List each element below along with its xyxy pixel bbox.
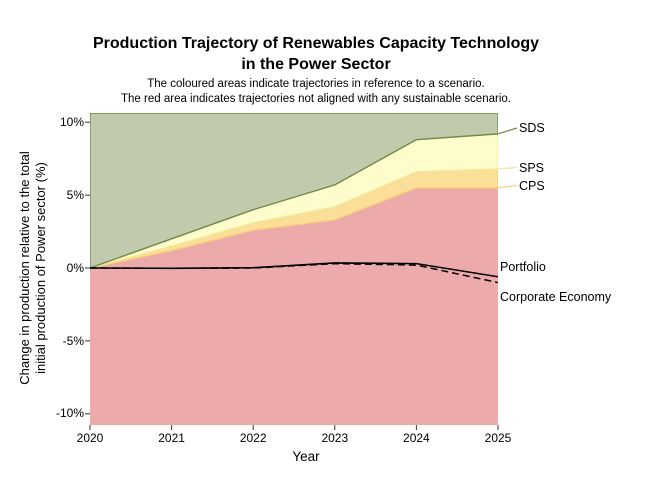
y-axis-title: Change in production relative to the tot…	[17, 151, 49, 384]
x-tick-label-2022: 2022	[239, 431, 267, 445]
y-tick-label-10: 10%	[59, 114, 84, 129]
legend-label-portfolio: Portfolio	[500, 260, 546, 274]
legend-label-cps: CPS	[519, 178, 545, 193]
chart-subtitle-line2: The red area indicates trajectories not …	[121, 92, 511, 105]
chart-title-line1: Production Trajectory of Renewables Capa…	[92, 35, 540, 52]
x-tick-label-2024: 2024	[403, 431, 430, 445]
legend-label-sps: SPS	[519, 160, 545, 175]
y-tick-label-neg10: -10%	[55, 406, 84, 421]
x-tick-label-2023: 2023	[321, 431, 349, 445]
y-tick-label-0: 0%	[66, 261, 84, 276]
x-tick-label-2021: 2021	[158, 431, 185, 445]
y-tick-label-neg5: -5%	[62, 334, 84, 349]
legend-label-sds: SDS	[519, 121, 545, 135]
x-tick-label-2020: 2020	[76, 431, 104, 445]
chart-subtitle: The coloured areas indicate trajectories…	[0, 77, 632, 106]
chart-title-line2: in the Power Sector	[241, 56, 391, 73]
legend-label-corporate-economy: Corporate Economy	[500, 289, 612, 304]
y-tick-label-5: 5%	[66, 188, 84, 203]
chart-title: Production Trajectory of Renewables Capa…	[0, 33, 632, 75]
y-axis-title-line1: Change in production relative to the tot…	[17, 151, 32, 385]
x-tick-label-2025: 2025	[484, 431, 512, 445]
x-axis-title: Year	[292, 449, 320, 464]
chart-subtitle-line1: The coloured areas indicate trajectories…	[147, 78, 485, 90]
plot-area	[85, 113, 518, 430]
y-axis-title-line2: initial production of Power sector (%)	[33, 162, 48, 374]
